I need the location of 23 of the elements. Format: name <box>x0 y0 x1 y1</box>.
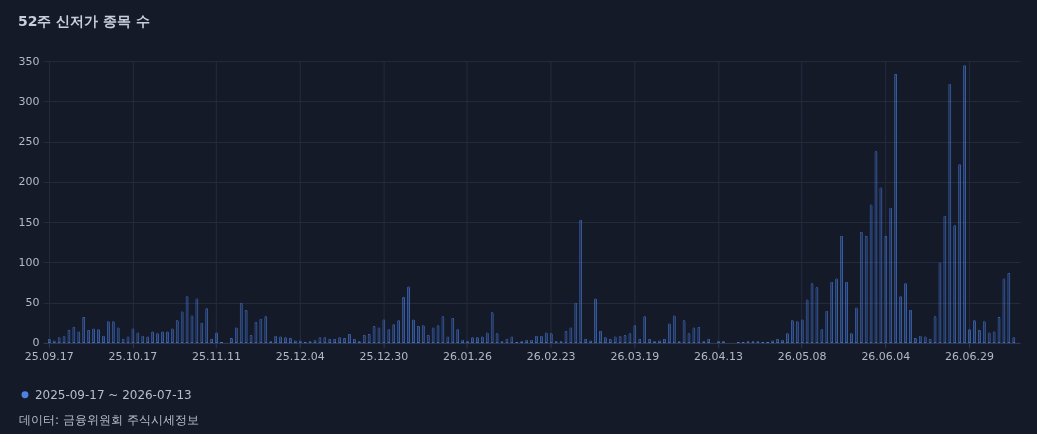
x-tick-label: 26.05.08 <box>777 350 827 364</box>
x-tick-label: 25.12.30 <box>359 350 409 364</box>
x-tick-label: 26.06.29 <box>945 350 994 364</box>
y-tick-label: 150 <box>18 215 40 229</box>
x-tick-label: 25.12.04 <box>275 350 325 364</box>
x-tick-label: 26.02.23 <box>526 350 576 364</box>
x-tick-label: 25.09.17 <box>24 350 74 364</box>
y-tick-label: 300 <box>18 94 40 108</box>
x-tick-label: 25.11.11 <box>192 350 241 364</box>
legend-label: 2025-09-17 ~ 2026-07-13 <box>34 387 192 402</box>
y-tick-label: 50 <box>25 296 40 310</box>
text: 데이터: 금융위원회 주식시세정보 <box>18 412 199 427</box>
y-tick-label: 200 <box>18 175 40 189</box>
y-tick-label: 0 <box>32 336 40 350</box>
x-tick-label: 25.10.17 <box>108 350 158 364</box>
x-tick-label: 26.06.04 <box>861 350 911 364</box>
x-tick-label: 26.01.26 <box>443 350 492 364</box>
x-tick-label: 26.03.19 <box>610 350 660 364</box>
y-tick-label: 350 <box>18 54 40 68</box>
chart-title: 52주 신저가 종목 수 <box>17 13 151 30</box>
x-tick-label: 26.04.13 <box>694 350 743 364</box>
y-tick-label: 100 <box>18 255 40 269</box>
y-tick-label: 250 <box>18 135 40 149</box>
